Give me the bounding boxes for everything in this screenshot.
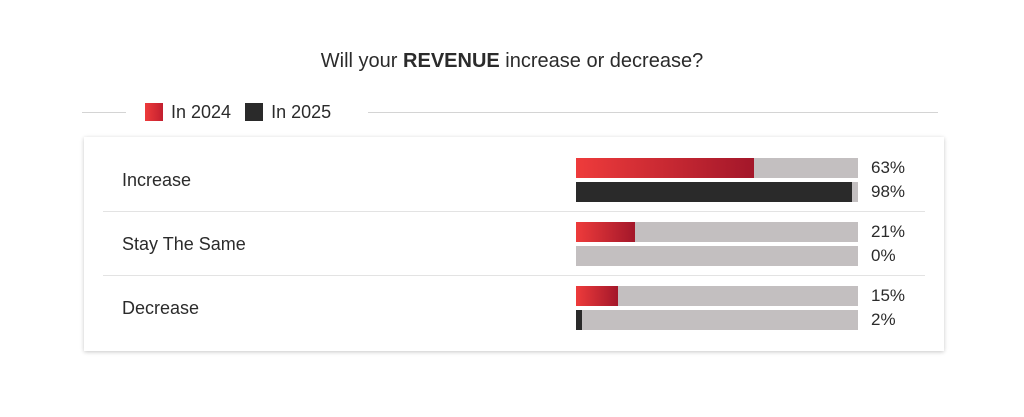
bar-track-decrease-in-2024: [576, 286, 858, 306]
bar-increase-in-2025: [576, 182, 853, 202]
legend-item-2025: In 2025: [245, 102, 331, 123]
bar-track-stay-the-same-in-2025: [576, 246, 858, 266]
legend-label-2025: In 2025: [271, 101, 332, 122]
row-divider: [103, 275, 925, 276]
bar-track-increase-in-2024: [576, 158, 858, 178]
chart-panel: Increase 63% 98% Stay The Same 21% 0% Decrease…: [84, 137, 944, 351]
legend-label-2024: In 2024: [171, 101, 232, 122]
chart-row-stay-the-same: Stay The Same 21% 0%: [84, 212, 944, 276]
legend-swatch-2024: [145, 103, 163, 121]
chart-row-decrease: Decrease 15% 2%: [84, 276, 944, 340]
category-label-increase: Increase: [122, 170, 192, 190]
bar-increase-in-2024: [576, 158, 754, 178]
bar-track-increase-in-2025: [576, 182, 858, 202]
data-label-decrease-in-2025: 2%: [871, 310, 896, 329]
data-label-increase-in-2025: 98%: [871, 182, 906, 201]
bar-track-stay-the-same-in-2024: [576, 222, 858, 242]
data-label-stay-the-same-in-2024: 21%: [871, 222, 906, 241]
legend-item-2024: In 2024: [145, 102, 231, 123]
legend-swatch-2025: [245, 103, 264, 121]
data-label-stay-the-same-in-2025: 0%: [871, 246, 896, 265]
legend: In 2024 In 2025: [145, 100, 352, 124]
chart-row-increase: Increase 63% 98%: [84, 148, 944, 212]
category-label-stay-the-same: Stay The Same: [122, 234, 246, 254]
data-label-decrease-in-2024: 15%: [871, 286, 906, 305]
row-divider: [103, 211, 925, 212]
chart-title-suffix: increase or decrease?: [505, 50, 704, 72]
bar-stay-the-same-in-2024: [576, 222, 636, 242]
chart-title-emphasis: REVENUE: [403, 50, 500, 72]
category-label-decrease: Decrease: [122, 298, 200, 318]
chart-title: Will your REVENUE increase or decrease?: [0, 50, 1024, 73]
legend-rule-left: [82, 112, 126, 113]
chart-title-prefix: Will your: [320, 50, 398, 72]
bar-decrease-in-2024: [576, 286, 619, 306]
data-label-increase-in-2024: 63%: [871, 158, 906, 177]
bar-decrease-in-2025: [576, 310, 582, 330]
bar-track-decrease-in-2025: [576, 310, 858, 330]
legend-rule-right: [368, 112, 938, 113]
